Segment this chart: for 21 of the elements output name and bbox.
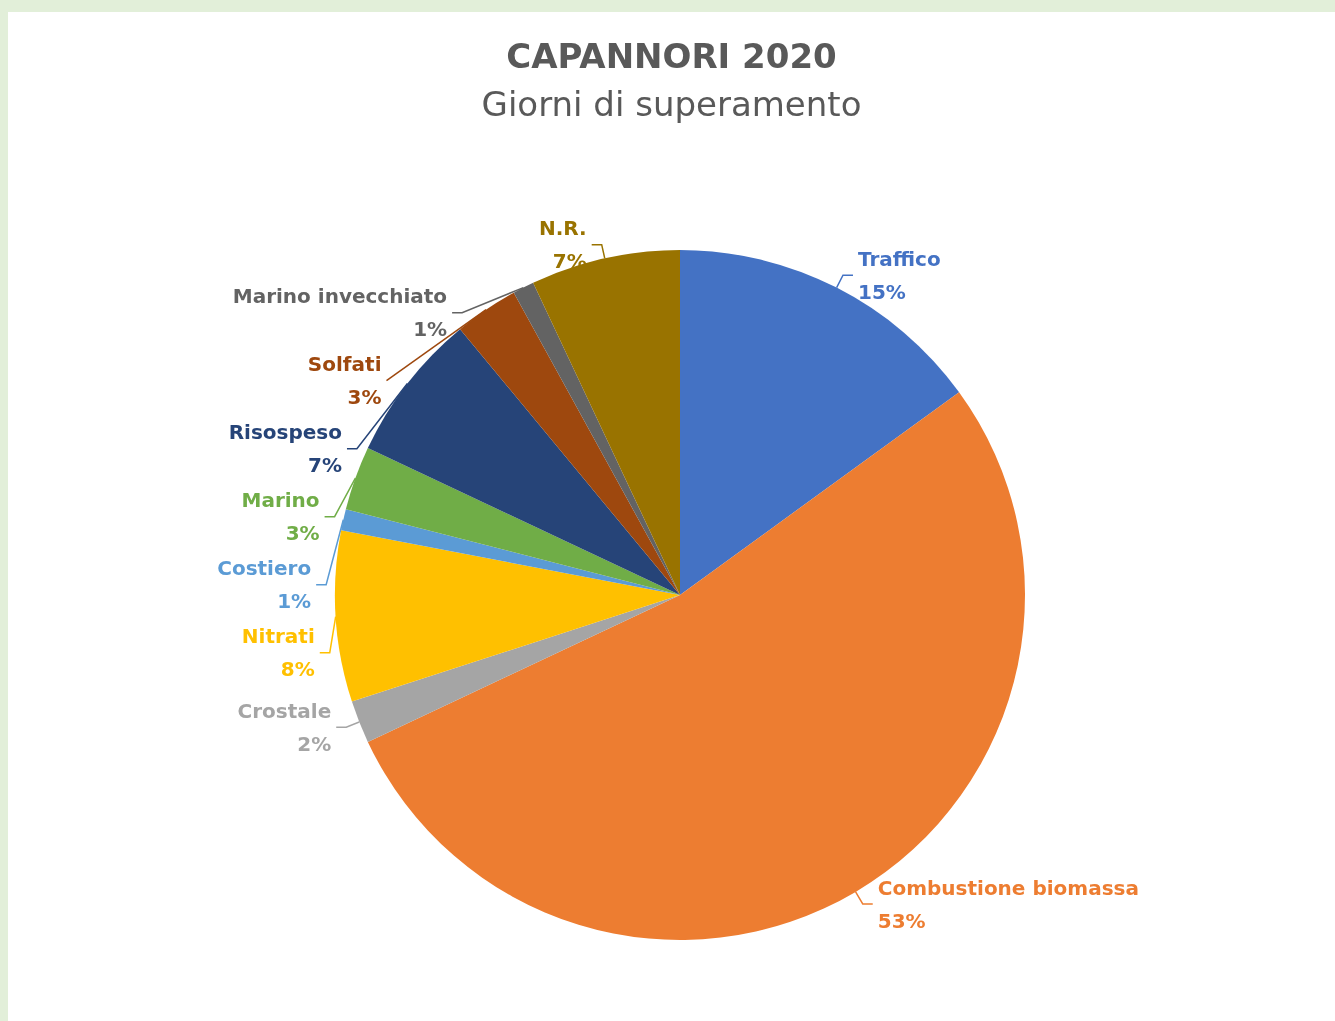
slice-label: Costiero	[217, 556, 312, 581]
data-label: 8%	[280, 657, 315, 682]
data-label: 2%	[297, 731, 332, 756]
data-label: 1%	[277, 589, 312, 614]
data-label: 3%	[285, 521, 320, 546]
data-label: 15%	[857, 279, 906, 304]
data-label: 1%	[413, 317, 448, 342]
data-label: 53%	[877, 908, 926, 933]
data-label: 3%	[347, 385, 382, 410]
slice-label: Nitrati	[241, 624, 315, 649]
slice-label: Crostale	[237, 698, 332, 723]
slice-label: Combustione biomassa	[877, 875, 1139, 900]
chart-title: CAPANNORI 2020	[506, 36, 837, 76]
slice-label: Solfati	[307, 352, 382, 377]
slice-label: Traffico	[857, 246, 941, 271]
slice-label: Marino	[241, 488, 320, 513]
slice-label: Marino invecchiato	[232, 284, 448, 309]
slice-label: N.R.	[538, 216, 587, 241]
slice-label: Risospeso	[228, 420, 342, 445]
chart-subtitle: Giorni di superamento	[481, 84, 862, 124]
data-label: 7%	[308, 453, 342, 478]
